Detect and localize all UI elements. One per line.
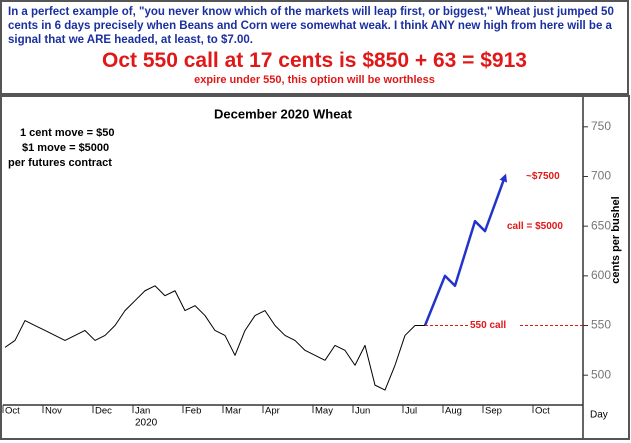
x-tick-label: Oct [535,406,550,417]
x-tick-label: Apr [265,406,280,417]
x-tick-label: Jun [355,406,370,417]
y-tick-label: 650 [591,218,611,232]
y-tick-label: 550 [591,318,611,332]
annotation-text: ~$7500 [526,171,560,182]
y-tick-label: 600 [591,268,611,282]
x-tick-label: Oct [5,406,20,417]
chart-frame [0,95,630,440]
x-tick-label: Jul [405,406,417,417]
x-tick-label: Mar [225,406,241,417]
info-text: $1 move = $5000 [22,142,109,154]
header-box: In a perfect example of, "you never know… [0,0,629,95]
annotation-text: call = $5000 [507,221,563,232]
x-axis-label: Day [590,410,608,421]
x-tick-label: May [315,406,333,417]
projection-line [423,173,508,326]
chart-title: December 2020 Wheat [214,106,353,121]
x-tick-label: Feb [185,406,201,417]
y-tick-label: 500 [591,367,611,381]
x-tick-label: Nov [45,406,62,417]
chart: December 2020 Wheat 1 cent move = $50 $1… [0,95,630,440]
subline: expire under 550, this option will be wo… [194,74,435,86]
price-line [4,285,425,391]
header-note: In a perfect example of, "you never know… [8,6,614,46]
year-label: 2020 [135,418,158,429]
y-tick-label: 700 [591,169,611,183]
x-tick-label: Jan [135,406,150,417]
info-text: 1 cent move = $50 [20,127,114,139]
x-tick-label: Sep [485,406,502,417]
info-text: per futures contract [8,157,112,169]
label-bg [468,319,520,332]
y-axis-label: cents per bushel [610,196,622,283]
x-tick-label: Dec [95,406,112,417]
y-tick-label: 750 [591,119,611,133]
annotation-text: 550 call [470,320,506,331]
headline: Oct 550 call at 17 cents is $850 + 63 = … [102,49,527,72]
x-tick-label: Aug [445,406,462,417]
